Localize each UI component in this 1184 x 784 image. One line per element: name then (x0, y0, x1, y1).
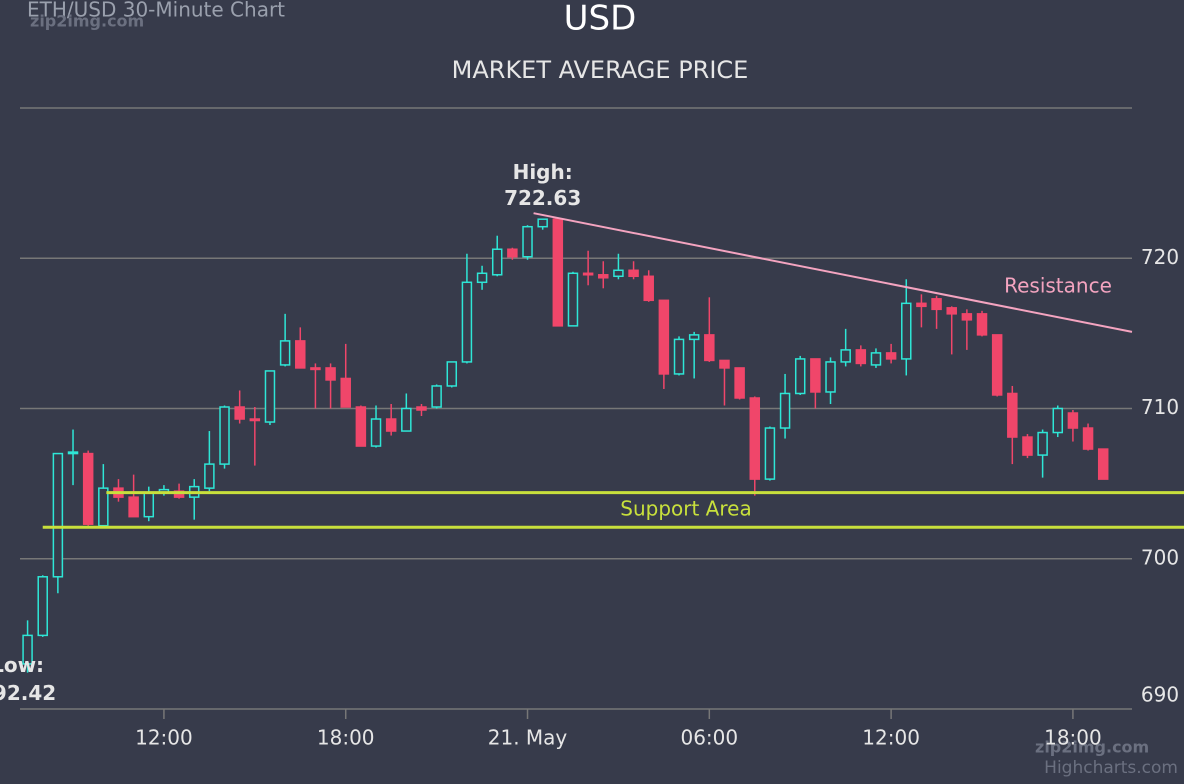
candle-body (476, 272, 488, 284)
candle-body (643, 275, 654, 302)
candle-body (37, 576, 48, 637)
x-tick-label: 18:00 (317, 726, 375, 750)
candle-body (295, 340, 306, 369)
candle-body (779, 392, 791, 429)
candle-body (491, 248, 503, 276)
candle-body (249, 418, 261, 422)
candle-body (507, 248, 518, 258)
candle-body (885, 352, 897, 360)
candle-body (310, 367, 321, 371)
candle-body (416, 406, 427, 411)
candle-body (810, 358, 821, 393)
candle-body (279, 340, 291, 366)
candle-body (1052, 407, 1064, 434)
candle-body (825, 361, 836, 393)
chart-subtitle: MARKET AVERAGE PRICE (452, 56, 749, 84)
candle-body (1037, 431, 1048, 456)
candle-body (598, 274, 609, 279)
low-value: 692.42 (0, 681, 56, 705)
candle-body (628, 269, 639, 278)
candle-body (446, 361, 458, 387)
candle-body (704, 334, 715, 362)
candle-body (673, 338, 685, 375)
chart-title: USD (564, 0, 637, 39)
candle-body (613, 269, 624, 278)
candle-body (143, 491, 155, 518)
candle-body (22, 634, 33, 665)
candle-body (1067, 412, 1079, 429)
candle-body (522, 225, 533, 258)
candle-body (461, 281, 473, 363)
candle-body (537, 218, 548, 228)
candle-body (946, 307, 957, 315)
x-tick-label: 21. May (488, 726, 568, 750)
x-tick-label: 18:00 (1044, 726, 1102, 750)
candle-body (870, 352, 882, 366)
candle-body (128, 496, 139, 518)
x-tick-label: 12:00 (862, 726, 920, 750)
candle-body (719, 359, 730, 369)
candle-body (794, 358, 806, 395)
candle-body (734, 367, 745, 399)
candle-body (340, 377, 351, 408)
candle-body (1022, 436, 1033, 456)
candle-body (67, 451, 79, 455)
candle-body (370, 418, 382, 447)
candle-body (325, 367, 336, 381)
candle-body (355, 406, 367, 447)
candle-body (173, 490, 185, 498)
candle-body (1082, 427, 1094, 450)
x-tick-label: 06:00 (680, 726, 738, 750)
y-tick-label: 700 (1141, 545, 1179, 569)
candle-body (840, 349, 851, 363)
candle-body (901, 302, 912, 360)
candle-body (567, 272, 579, 327)
candle-body (82, 452, 94, 525)
candle-body (916, 302, 927, 308)
candle-body (991, 334, 1003, 396)
support-label: Support Area (620, 496, 751, 520)
candle-body (401, 407, 412, 432)
high-title: High: (513, 160, 573, 184)
credits: Highcharts.com (1044, 758, 1178, 778)
candle-body (52, 452, 64, 578)
candle-body (219, 406, 230, 465)
candle-body (264, 370, 276, 423)
candle-body (658, 299, 670, 375)
resistance-line (533, 212, 1133, 333)
candle-body (552, 218, 564, 327)
candle-body (764, 427, 776, 480)
corner-label: ETH/USD 30-Minute Chart (27, 0, 285, 22)
candle-body (749, 397, 761, 480)
candle-body (961, 313, 973, 321)
candle-body (688, 334, 700, 341)
candle-body (931, 298, 942, 311)
candle-body (1007, 392, 1018, 438)
candle-body (431, 385, 442, 408)
candle-body (204, 463, 215, 489)
candle-body (1097, 448, 1109, 480)
y-tick-label: 710 (1141, 395, 1179, 419)
candle-body (976, 313, 988, 336)
resistance-label: Resistance (1004, 274, 1112, 298)
candle-body (855, 349, 867, 365)
low-title: Low: (0, 653, 44, 677)
y-tick-label: 720 (1141, 245, 1179, 269)
watermark: zip2img.com (1035, 738, 1149, 757)
high-value: 722.63 (504, 186, 581, 210)
watermark: zip2img.com (30, 12, 144, 31)
candle-body (98, 487, 109, 527)
x-tick-label: 12:00 (135, 726, 193, 750)
y-tick-label: 690 (1141, 683, 1179, 707)
candle-body (385, 418, 397, 432)
candle-body (582, 272, 594, 276)
candle-body (234, 406, 245, 420)
